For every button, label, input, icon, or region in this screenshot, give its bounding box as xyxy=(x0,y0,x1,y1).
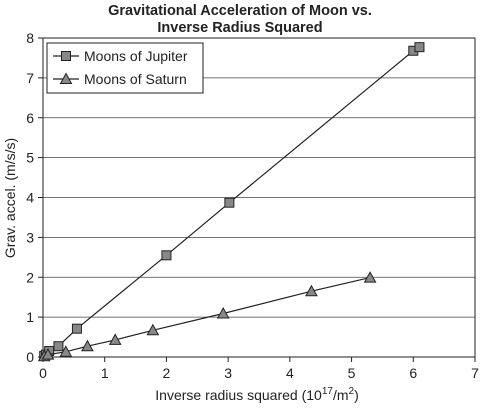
data-point-moons-of-saturn-5 xyxy=(146,323,160,336)
y-tick-label-8: 8 xyxy=(26,30,34,46)
x-tick-label-5: 5 xyxy=(348,365,356,381)
x-axis-label-close: ) xyxy=(354,387,359,403)
x-axis-label: Inverse radius squared (1017/m2) xyxy=(155,386,358,403)
y-tick-label-2: 2 xyxy=(26,269,34,285)
x-axis-label-unit-exponent: 2 xyxy=(349,386,355,397)
legend: Moons of Jupiter Moons of Saturn xyxy=(46,42,204,94)
data-point-moons-of-jupiter-8 xyxy=(414,42,425,53)
data-point-moons-of-saturn-7 xyxy=(305,284,318,297)
series-layer xyxy=(37,42,425,362)
y-tick-label-6: 6 xyxy=(26,110,34,126)
legend-box xyxy=(46,42,204,94)
data-point-moons-of-saturn-8 xyxy=(363,271,377,283)
data-point-moons-of-saturn-6 xyxy=(216,306,230,319)
axes-layer: 0 1 2 3 4 5 6 7 8 0 1 2 3 4 5 6 7 xyxy=(26,30,479,381)
x-tick-label-3: 3 xyxy=(224,365,232,381)
legend-marker-jupiter xyxy=(61,51,71,61)
data-point-moons-of-jupiter-5 xyxy=(161,250,172,261)
legend-label-saturn: Moons of Saturn xyxy=(84,71,187,87)
x-tick-label-0: 0 xyxy=(39,365,47,381)
x-tick-label-6: 6 xyxy=(409,365,417,381)
y-tick-label-4: 4 xyxy=(26,190,34,206)
data-point-moons-of-jupiter-4 xyxy=(71,323,82,334)
legend-marker-saturn xyxy=(59,72,73,84)
y-tick-label-7: 7 xyxy=(26,70,34,86)
data-point-moons-of-saturn-1 xyxy=(41,348,55,360)
y-tick-label-1: 1 xyxy=(26,309,34,325)
x-tick-label-1: 1 xyxy=(101,365,109,381)
data-point-moons-of-saturn-4 xyxy=(108,333,122,345)
x-axis-label-exponent: 17 xyxy=(322,386,334,397)
chart-title-line-2: Inverse Radius Squared xyxy=(157,20,322,36)
data-point-moons-of-jupiter-6 xyxy=(224,197,235,208)
data-point-moons-of-saturn-2 xyxy=(59,345,73,357)
data-point-moons-of-jupiter-3 xyxy=(53,341,64,352)
grid-layer xyxy=(43,37,475,318)
x-tick-label-2: 2 xyxy=(163,365,171,381)
y-tick-label-0: 0 xyxy=(26,349,34,365)
x-tick-label-7: 7 xyxy=(471,365,479,381)
x-axis-label-unit: /m xyxy=(333,387,349,403)
chart-title-line-1: Gravitational Acceleration of Moon vs. xyxy=(108,3,372,19)
data-point-moons-of-saturn-3 xyxy=(81,339,94,352)
x-tick-label-4: 4 xyxy=(286,365,294,381)
legend-label-jupiter: Moons of Jupiter xyxy=(84,48,188,64)
y-tick-label-3: 3 xyxy=(26,229,34,245)
x-axis-label-main: Inverse radius squared (10 xyxy=(155,387,322,403)
y-axis-label: Grav. accel. (m/s/s) xyxy=(2,138,18,258)
y-tick-label-5: 5 xyxy=(26,150,34,166)
